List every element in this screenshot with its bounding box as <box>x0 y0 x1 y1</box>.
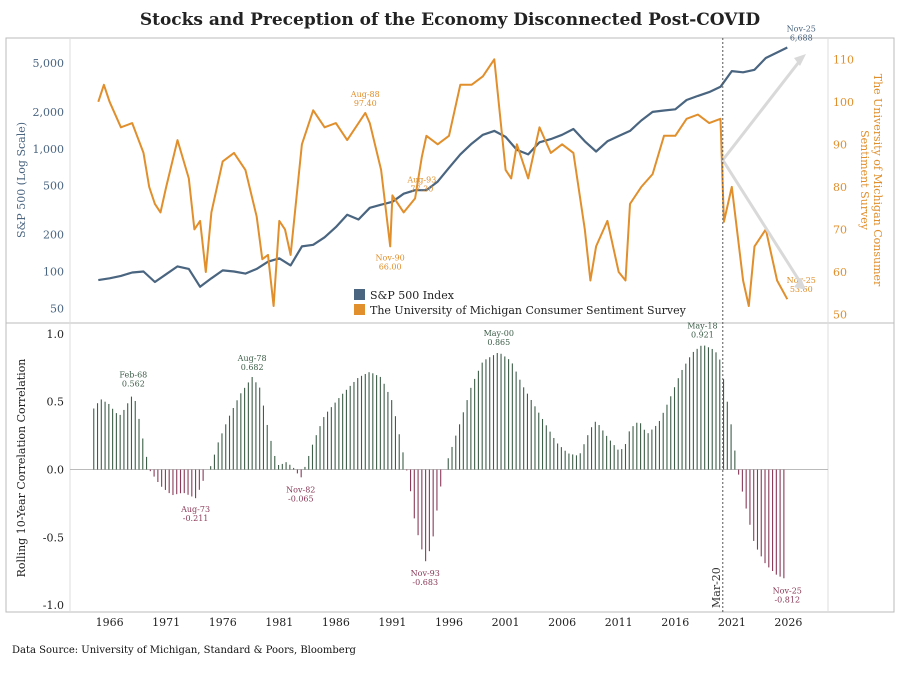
bottom-tick-label: 0.0 <box>47 464 65 477</box>
chart-title: Stocks and Preception of the Economy Dis… <box>139 10 761 30</box>
left-tick-label: 50 <box>50 302 64 315</box>
right-tick-label: 110 <box>833 53 854 66</box>
sp500-line <box>98 46 788 288</box>
bottom-tick-label: 0.5 <box>47 396 65 409</box>
left-tick-label: 200 <box>43 229 64 242</box>
x-tick-label: 2011 <box>605 616 633 629</box>
x-tick-label: 2001 <box>492 616 520 629</box>
annotation-value: 53.60 <box>790 285 813 294</box>
x-tick-label: 2026 <box>774 616 802 629</box>
trend-arrow-up <box>721 57 804 161</box>
left-tick-label: 1,000 <box>33 143 65 156</box>
annotation-value: -0.211 <box>183 514 209 523</box>
legend-label-sp500: S&P 500 Index <box>370 289 455 302</box>
annotation-value: 0.865 <box>487 338 510 347</box>
annotation-date: Aug-73 <box>180 505 210 514</box>
right-tick-label: 80 <box>833 181 847 194</box>
annotation-date: Feb-68 <box>119 370 147 379</box>
annotation-date: Nov-25 <box>773 587 802 596</box>
right-axis-title: The University of Michigan ConsumerSenti… <box>858 74 884 287</box>
trend-arrowhead-up <box>794 54 806 66</box>
right-tick-label: 70 <box>833 223 847 236</box>
legend-swatch-sp500 <box>354 289 365 300</box>
annotation-value: -0.065 <box>288 494 314 503</box>
annotation-value: -0.812 <box>774 596 800 605</box>
x-tick-label: 1971 <box>152 616 180 629</box>
annotation-date: May-18 <box>687 322 717 331</box>
plot-frame <box>5 37 895 613</box>
x-tick-label: 2021 <box>718 616 746 629</box>
bottom-tick-label: 1.0 <box>47 328 65 341</box>
annotation-value: 6,688 <box>790 34 813 43</box>
bottom-axis-title: Rolling 10-Year Correlation Correlation <box>15 359 28 578</box>
annotation-value: 0.682 <box>241 363 264 372</box>
bottom-tick-label: -0.5 <box>43 531 64 544</box>
trend-arrow-down <box>721 159 804 286</box>
annotation-date: Aug-78 <box>237 354 267 363</box>
annotation-value: 0.562 <box>122 379 145 388</box>
annotation-value: 97.40 <box>354 99 377 108</box>
legend-swatch-sentiment <box>354 304 365 315</box>
left-tick-label: 5,000 <box>33 57 65 70</box>
right-tick-label: 90 <box>833 138 847 151</box>
annotation-date: Nov-90 <box>376 253 405 262</box>
annotation-date: May-00 <box>484 329 514 338</box>
annotation-date: Aug-93 <box>406 175 436 184</box>
left-tick-label: 500 <box>43 180 64 193</box>
right-tick-label: 100 <box>833 96 854 109</box>
x-tick-label: 1996 <box>435 616 463 629</box>
annotation-value: 0.921 <box>691 331 714 340</box>
bottom-tick-label: -1.0 <box>43 599 64 612</box>
left-tick-label: 100 <box>43 265 64 278</box>
annotation-date: Nov-82 <box>286 485 315 494</box>
x-tick-label: 1976 <box>209 616 237 629</box>
annotation-value: -0.683 <box>412 578 438 587</box>
mar20-marker-label: Mar-20 <box>710 567 723 608</box>
right-axis-title-line: The University of Michigan Consumer <box>871 74 884 287</box>
x-tick-label: 1981 <box>265 616 293 629</box>
left-axis-title: S&P 500 (Log Scale) <box>15 122 28 238</box>
x-tick-label: 1986 <box>322 616 350 629</box>
legend-label-sentiment: The University of Michigan Consumer Sent… <box>370 304 687 317</box>
annotation-date: Nov-93 <box>411 569 440 578</box>
right-tick-label: 60 <box>833 266 847 279</box>
annotation-value: 77.30 <box>410 184 433 193</box>
annotation-date: Nov-25 <box>787 25 816 34</box>
right-axis-title-line: Sentiment Survey <box>858 130 871 231</box>
x-tick-label: 2006 <box>548 616 576 629</box>
data-source-note: Data Source: University of Michigan, Sta… <box>12 645 356 656</box>
x-tick-label: 1966 <box>96 616 124 629</box>
annotation-value: 66.00 <box>379 262 402 271</box>
left-tick-label: 2,000 <box>33 106 65 119</box>
right-tick-label: 50 <box>833 308 847 321</box>
sentiment-line <box>97 58 789 307</box>
x-tick-label: 1991 <box>378 616 406 629</box>
trend-arrowhead-down <box>794 278 806 290</box>
x-tick-label: 2016 <box>661 616 689 629</box>
annotation-date: Aug-88 <box>350 90 380 99</box>
